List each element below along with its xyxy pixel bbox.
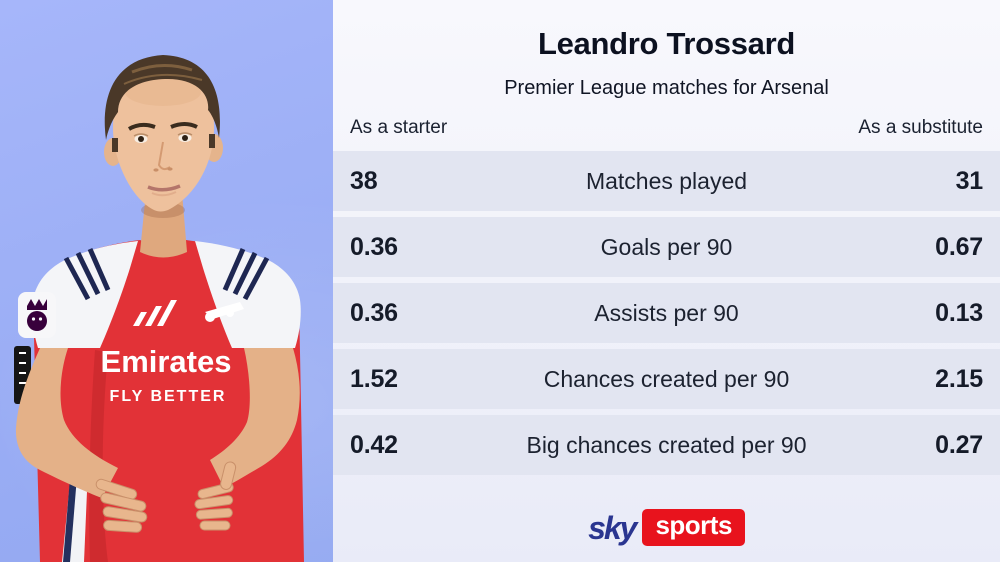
substitute-value: 0.13 (935, 298, 983, 327)
starter-value: 0.42 (350, 430, 398, 459)
shirt-sponsor-text: Emirates (101, 344, 232, 379)
stat-label: Chances created per 90 (543, 365, 790, 392)
column-header-substitute: As a substitute (858, 117, 983, 138)
stat-row-big-chances-created-per-90: 0.42 Big chances created per 90 0.27 (333, 415, 1000, 475)
stat-row-assists-per-90: 0.36 Assists per 90 0.13 (333, 283, 1000, 343)
stat-label: Big chances created per 90 (526, 431, 807, 458)
adidas-stripes-left-icon (63, 247, 111, 301)
page-title: Leandro Trossard (537, 26, 796, 61)
stat-label: Matches played (585, 167, 748, 194)
player-photo: Emirates FLY BETTER (0, 0, 333, 562)
sky-sports-logo: sky sports (333, 509, 1000, 546)
adidas-stripes-right-icon (222, 247, 270, 301)
adidas-logo-icon (133, 300, 177, 326)
starter-value: 0.36 (350, 298, 398, 327)
substitute-value: 0.27 (935, 430, 983, 459)
column-header-starter: As a starter (350, 117, 448, 138)
stat-row-chances-created-per-90: 1.52 Chances created per 90 2.15 (333, 349, 1000, 409)
player-illustration: Emirates FLY BETTER (14, 55, 304, 562)
shirt-shading (89, 350, 108, 562)
substitute-value: 31 (955, 166, 984, 195)
stat-row-matches-played: 38 Matches played 31 (333, 151, 1000, 211)
substitute-value: 2.15 (935, 364, 983, 393)
premier-league-badge-icon (18, 292, 56, 338)
starter-value: 1.52 (350, 364, 398, 393)
column-headers: As a starter As a substitute (333, 116, 1000, 139)
substitute-value: 0.67 (935, 232, 983, 261)
player-arms (15, 348, 300, 533)
player-head (104, 55, 223, 258)
arsenal-cannon-icon (205, 302, 244, 322)
sky-wordmark-icon: sky (588, 509, 637, 546)
stats-panel: Leandro Trossard Premier League matches … (333, 0, 1000, 562)
sports-badge-icon: sports (642, 509, 745, 546)
stat-label: Goals per 90 (600, 233, 733, 260)
shirt-tagline-text: FLY BETTER (110, 388, 227, 405)
stat-label: Assists per 90 (594, 299, 739, 326)
starter-value: 38 (350, 166, 378, 195)
starter-value: 0.36 (350, 232, 398, 261)
stats-table: 38 Matches played 31 0.36 Goals per 90 0… (333, 151, 1000, 475)
shirt-side-stripe (63, 464, 78, 562)
page-subtitle: Premier League matches for Arsenal (504, 77, 829, 99)
stat-row-goals-per-90: 0.36 Goals per 90 0.67 (333, 217, 1000, 277)
